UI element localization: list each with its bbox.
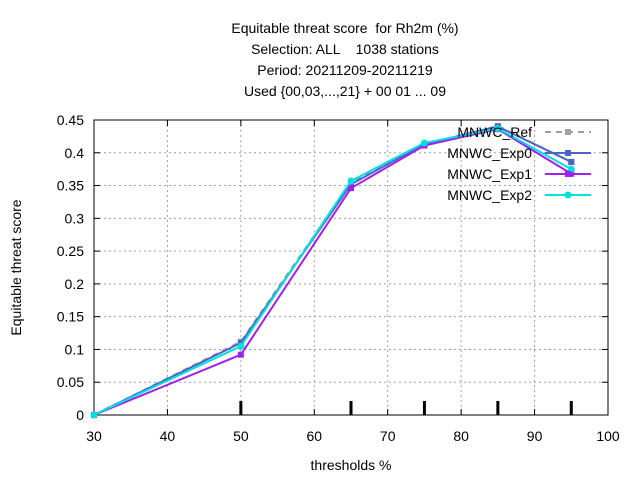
y-tick-label: 0.05 (57, 374, 84, 390)
y-tick-label: 0.2 (65, 276, 85, 292)
legend-swatch-marker (565, 150, 571, 156)
chart-title-line-1: Equitable threat score for Rh2m (%) (231, 20, 459, 36)
chart-title-line-2: Selection: ALL 1038 stations (251, 41, 439, 57)
legend-swatch-marker (565, 129, 571, 135)
y-tick-label: 0.3 (65, 210, 85, 226)
x-tick-label: 60 (306, 428, 322, 444)
series-MNWC_Exp2 (90, 125, 575, 419)
x-axis-label: thresholds % (311, 457, 392, 473)
data-point (494, 125, 502, 133)
data-point (347, 177, 355, 185)
chart-title-line-4: Used {00,03,...,21} + 00 01 ... 09 (244, 83, 446, 99)
plot-frame (93, 119, 609, 416)
legend-label: MNWC_Exp0 (447, 145, 532, 161)
y-tick-label: 0.4 (65, 145, 85, 161)
data-point (567, 165, 575, 173)
data-point (90, 411, 98, 419)
x-tick-label: 80 (453, 428, 469, 444)
y-tick-label: 0.45 (57, 112, 84, 128)
y-tick-label: 0 (76, 407, 84, 423)
y-tick-label: 0.1 (65, 341, 85, 357)
x-tick-label: 50 (233, 428, 249, 444)
legend-swatch-marker (565, 171, 571, 177)
data-point (348, 185, 354, 192)
x-tick-label: 100 (596, 428, 620, 444)
series-line (93, 125, 572, 416)
data-point (568, 158, 575, 165)
x-tick-label: 90 (527, 428, 543, 444)
legend-label: MNWC_Exp2 (447, 187, 532, 203)
legend-label: MNWC_Exp1 (447, 166, 532, 182)
y-tick-label: 0.25 (57, 243, 84, 259)
legend-label: MNWC_Ref (457, 124, 532, 140)
chart-title-line-3: Period: 20211209-20211219 (257, 62, 433, 78)
grid (94, 120, 608, 415)
series-line (93, 127, 572, 416)
x-tick-label: 30 (86, 428, 102, 444)
x-tick-label: 40 (160, 428, 176, 444)
y-tick-label: 0.35 (57, 178, 84, 194)
legend-swatch-marker (564, 191, 572, 199)
legend: MNWC_Ref MNWC_Exp0 MNWC_Exp1 MNWC_Exp2 (447, 124, 591, 203)
y-tick-label: 0.15 (57, 309, 84, 325)
data-point (420, 139, 428, 147)
series-group (90, 122, 575, 419)
y-axis-label: Equitable threat score (8, 199, 24, 335)
data-point (237, 351, 244, 358)
x-tick-label: 70 (380, 428, 396, 444)
tick-labels: 0 0.05 0.1 0.15 0.2 0.25 0.3 0.35 0.4 0.45 30 40 50 6… (57, 112, 620, 444)
series-line (93, 128, 572, 416)
data-point (237, 342, 245, 350)
ticks (93, 119, 609, 416)
